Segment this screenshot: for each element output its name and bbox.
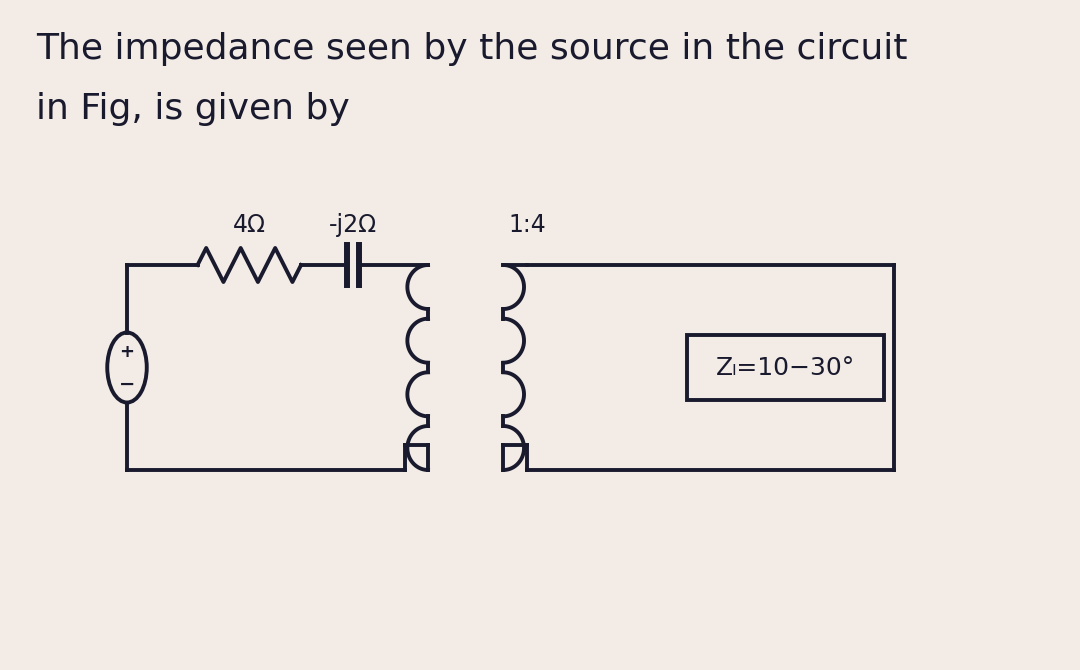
Text: in Fig, is given by: in Fig, is given by bbox=[36, 92, 350, 126]
FancyBboxPatch shape bbox=[687, 335, 885, 400]
Text: 4Ω: 4Ω bbox=[233, 213, 266, 237]
Text: 1:4: 1:4 bbox=[508, 213, 545, 237]
Text: −: − bbox=[119, 375, 135, 394]
Text: The impedance seen by the source in the circuit: The impedance seen by the source in the … bbox=[36, 32, 907, 66]
Text: -j2Ω: -j2Ω bbox=[328, 213, 377, 237]
Text: Zₗ=10−30°: Zₗ=10−30° bbox=[716, 356, 855, 379]
Text: +: + bbox=[120, 342, 135, 360]
